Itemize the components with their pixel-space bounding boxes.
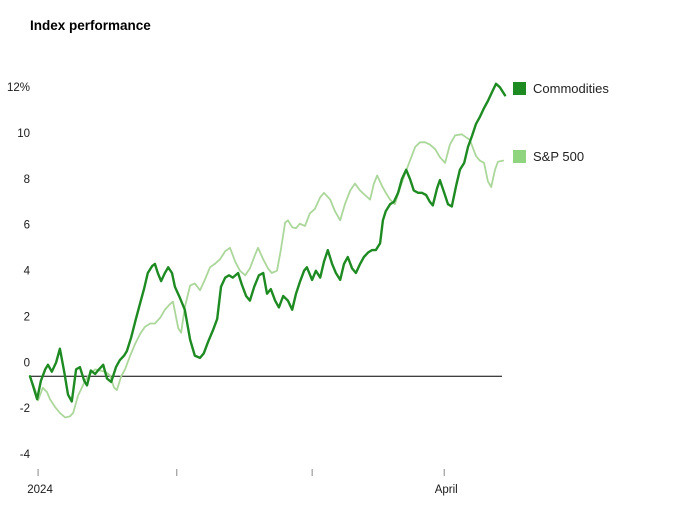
commodities-swatch-icon xyxy=(513,82,526,95)
y-tick-label: -4 xyxy=(20,449,31,461)
legend-label-commodities: Commodities xyxy=(533,81,609,96)
series-line-commodities xyxy=(28,82,507,403)
x-tick-label: April xyxy=(435,484,458,496)
y-tick-label: 4 xyxy=(24,266,31,278)
y-tick-label: 6 xyxy=(24,220,30,232)
x-tick-label: 2024 xyxy=(27,484,53,496)
legend-item-commodities: Commodities xyxy=(513,81,609,96)
y-tick-label: 12% xyxy=(7,82,30,94)
sp500-swatch-icon xyxy=(513,150,526,163)
chart-title: Index performance xyxy=(30,18,151,33)
y-tick-label: 0 xyxy=(24,357,30,369)
legend-label-sp500: S&P 500 xyxy=(533,149,585,164)
y-tick-label: 2 xyxy=(24,311,30,323)
legend-item-sp500: S&P 500 xyxy=(513,149,584,164)
series-line-sp500 xyxy=(29,133,505,419)
y-tick-label: 8 xyxy=(24,174,30,186)
y-tick-label: -2 xyxy=(20,403,30,415)
y-tick-label: 10 xyxy=(17,128,30,140)
